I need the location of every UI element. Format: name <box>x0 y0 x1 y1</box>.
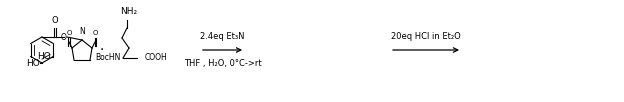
Text: O: O <box>51 16 58 25</box>
Text: 20eq HCl in Et₂O: 20eq HCl in Et₂O <box>391 32 461 41</box>
Text: 2.4eq Et₃N: 2.4eq Et₃N <box>200 32 245 41</box>
Text: O: O <box>92 30 98 36</box>
Text: O: O <box>66 30 72 36</box>
Text: BocHN: BocHN <box>95 54 121 63</box>
Text: THF , H₂O, 0°C->rt: THF , H₂O, 0°C->rt <box>183 59 261 68</box>
Text: NH₂: NH₂ <box>120 8 137 17</box>
Text: O: O <box>61 33 67 42</box>
Text: N: N <box>79 27 85 36</box>
Text: HO: HO <box>26 59 40 68</box>
Text: ·: · <box>100 43 104 57</box>
Text: COOH: COOH <box>145 54 168 63</box>
Text: HO: HO <box>37 52 51 61</box>
